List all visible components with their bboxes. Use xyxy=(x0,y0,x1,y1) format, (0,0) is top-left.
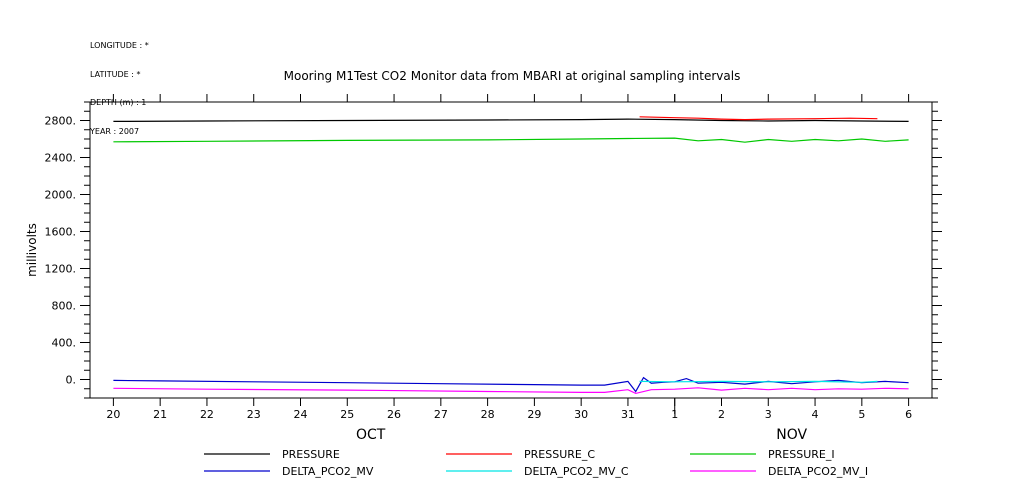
y-tick-label: 0. xyxy=(66,374,77,387)
plot-frame xyxy=(89,101,933,399)
series-line-delta-pco2-mv-i xyxy=(113,387,909,395)
series-line-delta-pco2-mv-c xyxy=(639,380,878,383)
x-tick-label: 20 xyxy=(106,408,120,421)
series-line-pressure-c xyxy=(639,116,878,121)
x-tick-label: 27 xyxy=(434,408,448,421)
y-tick-label: 800. xyxy=(52,300,77,313)
header-year: YEAR : 2007 xyxy=(90,126,140,136)
y-tick-label: 2400. xyxy=(45,152,77,165)
chart-legend: PRESSURE PRESSURE_C PRESSURE_I DELTA_PCO2_M… xyxy=(204,448,868,478)
header-longitude: LONGITUDE : * xyxy=(90,41,149,50)
x-tick-label: 2 xyxy=(718,408,725,421)
legend-label: DELTA_PCO2_MV xyxy=(282,465,374,478)
x-tick-label: 25 xyxy=(340,408,354,421)
chart-series xyxy=(113,116,909,395)
series-line-pressure-i xyxy=(113,137,909,143)
x-tick-label: 4 xyxy=(812,408,819,421)
x-tick-label: 24 xyxy=(294,408,308,421)
x-tick-label: 23 xyxy=(247,408,261,421)
legend-label: PRESSURE_C xyxy=(524,448,595,461)
legend-label: DELTA_PCO2_MV_C xyxy=(524,465,629,478)
x-tick-label: 30 xyxy=(574,408,588,421)
header-latitude: LATITUDE : * xyxy=(90,69,141,79)
x-tick-label: 5 xyxy=(858,408,865,421)
x-month-label: OCT xyxy=(356,427,386,443)
x-tick-label: 28 xyxy=(481,408,495,421)
x-tick-label: 3 xyxy=(765,408,772,421)
series-line-pressure xyxy=(113,118,909,122)
chart-title: Mooring M1Test CO2 Monitor data from MBA… xyxy=(284,69,741,83)
x-tick-label: 1 xyxy=(671,408,678,421)
x-month-label: NOV xyxy=(776,427,807,443)
y-tick-label: 400. xyxy=(52,337,77,350)
x-tick-label: 6 xyxy=(905,408,912,421)
chart-axes: 0. 400. 800. 1200. 1600. 2000. 2400. 2800. milli… xyxy=(25,94,942,443)
x-tick-label: 22 xyxy=(200,408,214,421)
y-tick-label: 1600. xyxy=(45,226,77,239)
y-tick-label: 2000. xyxy=(45,189,77,202)
y-tick-label: 1200. xyxy=(45,263,77,276)
legend-label: PRESSURE_I xyxy=(768,448,835,461)
x-tick-label: 26 xyxy=(387,408,401,421)
x-tick-label: 31 xyxy=(621,408,635,421)
x-tick-label: 21 xyxy=(153,408,167,421)
y-axis-label: millivolts xyxy=(25,223,39,277)
legend-label: PRESSURE xyxy=(282,448,340,461)
x-tick-label: 29 xyxy=(527,408,541,421)
y-tick-label: 2800. xyxy=(45,115,77,128)
legend-label: DELTA_PCO2_MV_I xyxy=(768,465,868,478)
